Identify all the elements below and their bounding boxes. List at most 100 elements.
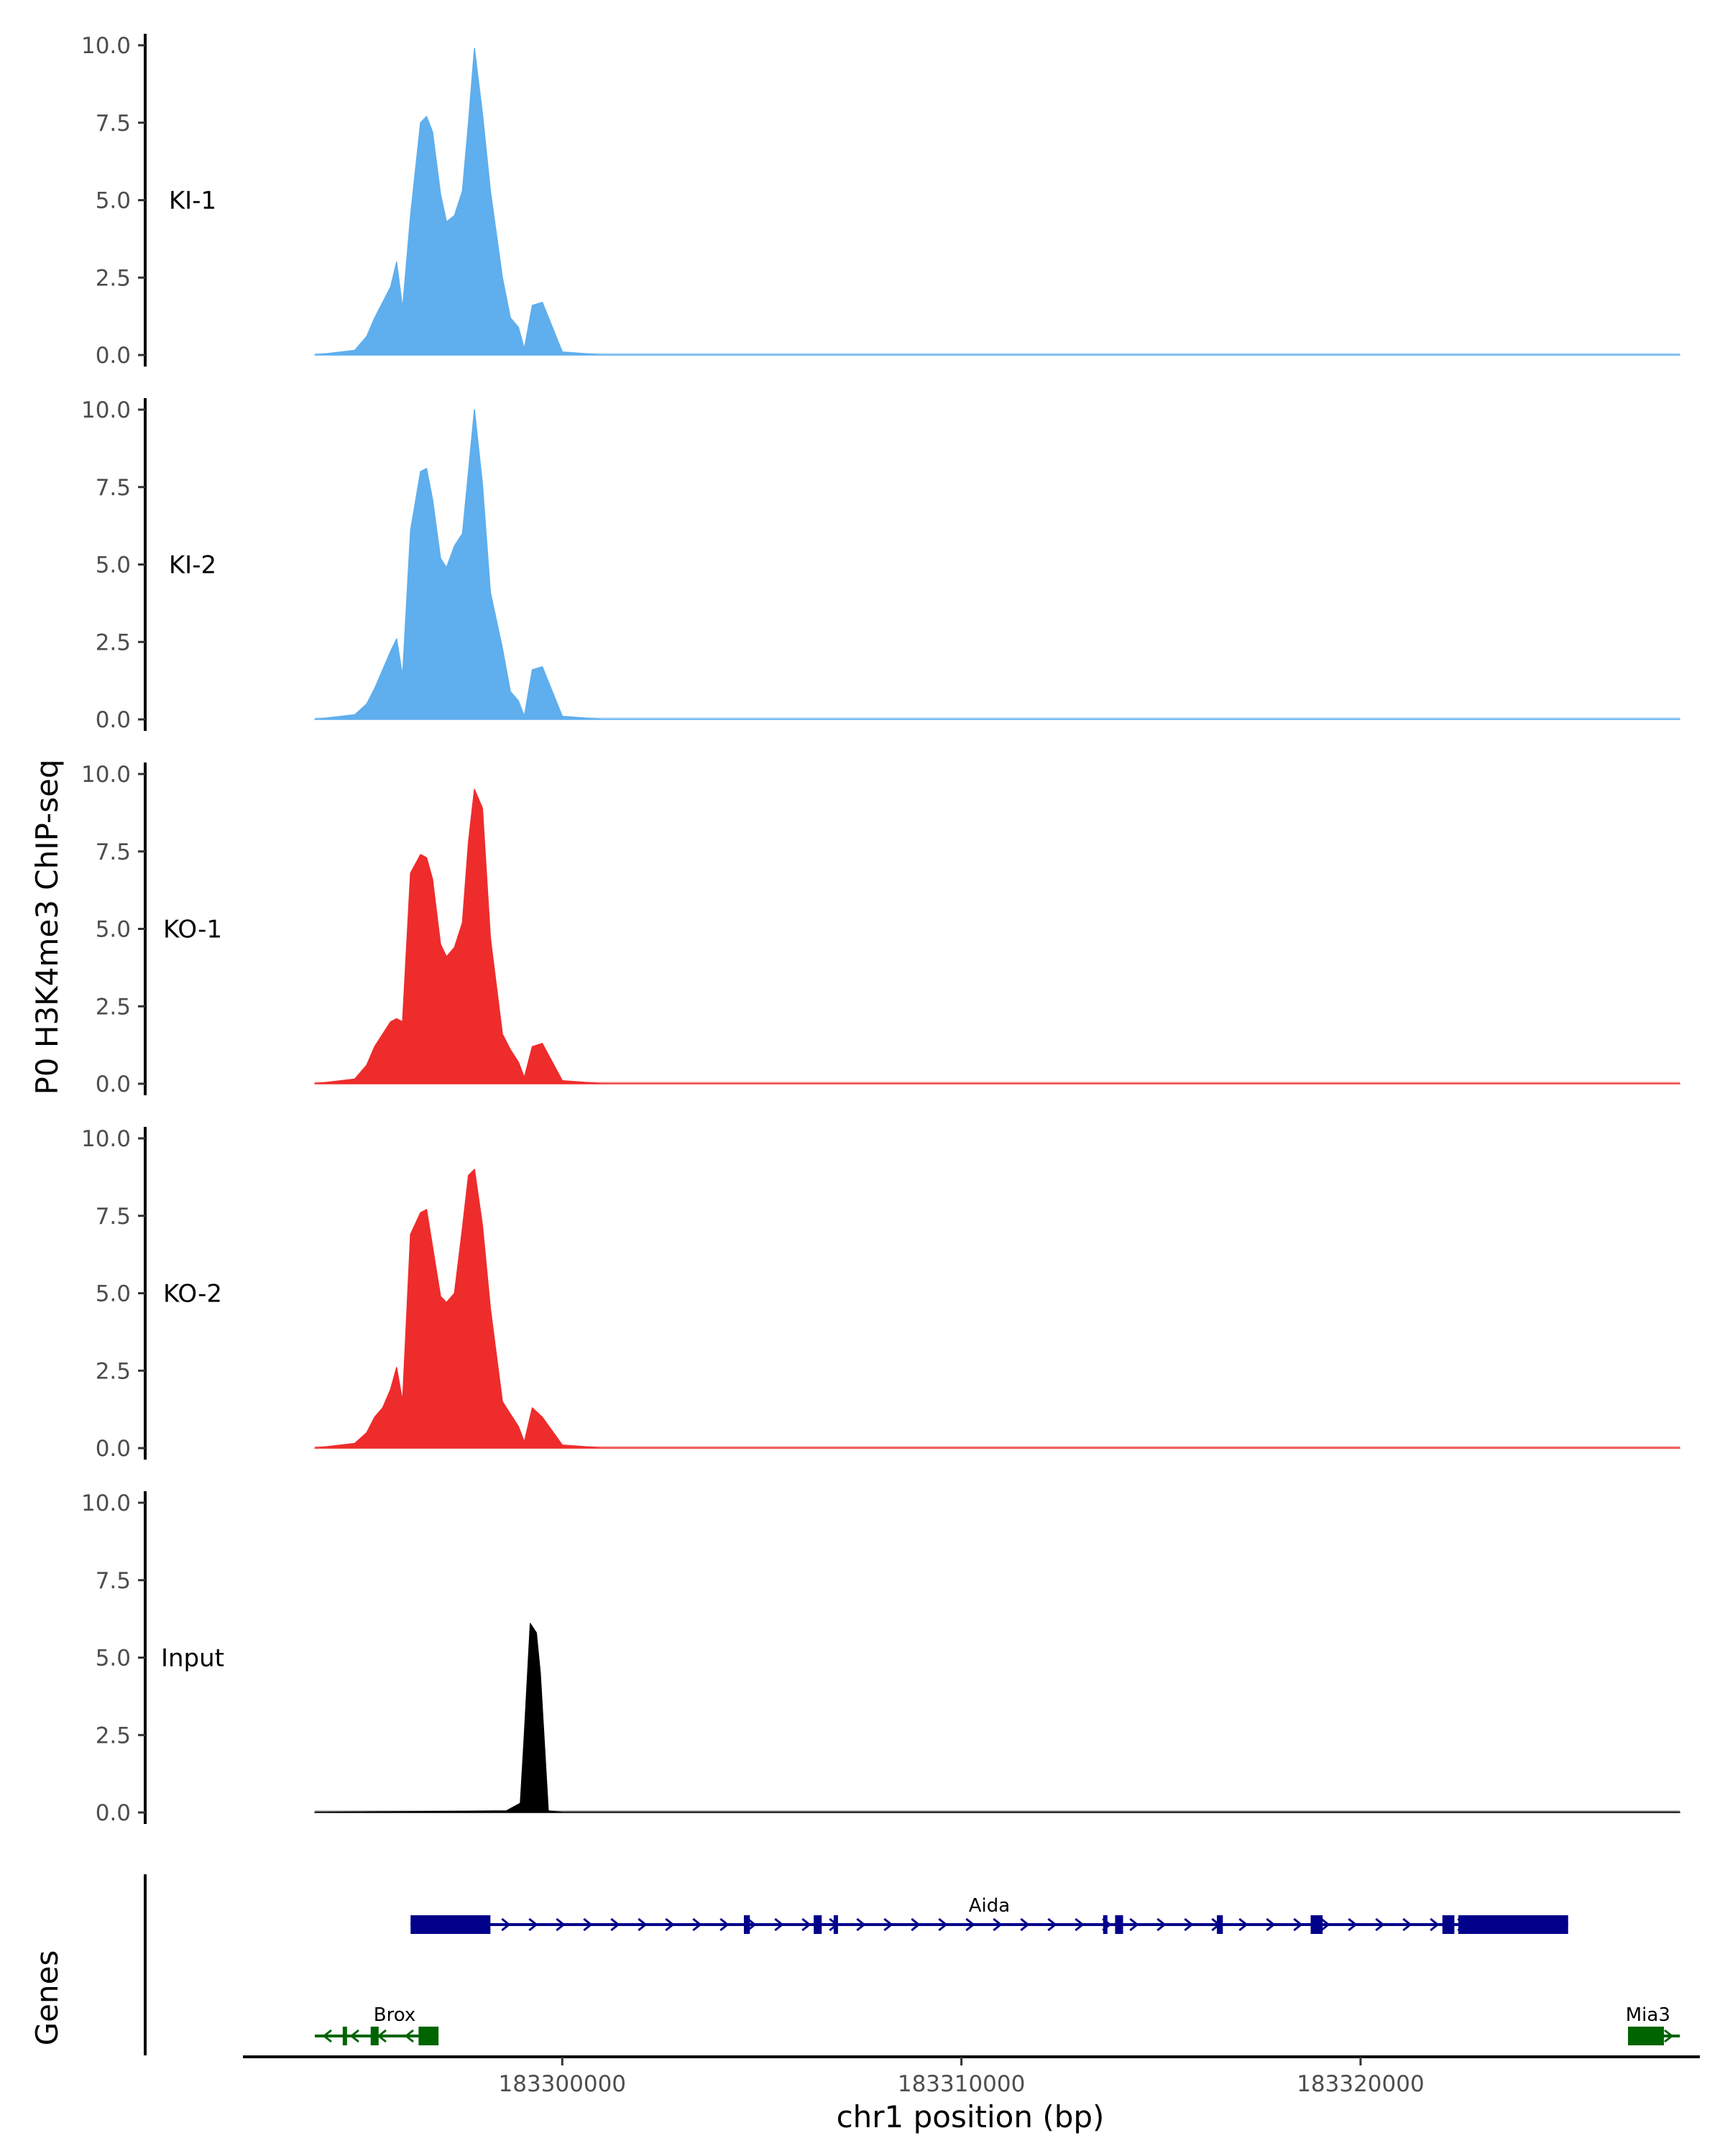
signal-area-ki-2 <box>314 409 1680 720</box>
y-tick-label: 10.0 <box>81 33 131 59</box>
y-tick-label: 5.0 <box>96 553 131 579</box>
gene-aida: Aida <box>410 1895 1568 1934</box>
strand-chevron <box>801 1917 811 1932</box>
genes-axis-title: Genes <box>29 1950 65 2046</box>
strand-chevron <box>692 1917 702 1932</box>
y-tick-label: 7.5 <box>96 111 131 137</box>
strand-chevron <box>322 2029 332 2043</box>
y-tick-label: 5.0 <box>96 1281 131 1307</box>
y-tick-label: 5.0 <box>96 917 131 943</box>
strand-chevron <box>1375 1917 1385 1932</box>
strand-chevron <box>1156 1917 1167 1932</box>
y-tick-label: 7.5 <box>96 1568 131 1594</box>
track-input: 0.0 2.5 5.0 7.5 10.0 Input <box>81 1491 1680 1826</box>
track-ki-1: 0.0 2.5 5.0 7.5 10.0 KI-1 <box>81 33 1680 369</box>
strand-chevron <box>1129 1917 1139 1932</box>
y-tick-label: 2.5 <box>96 994 131 1020</box>
y-tick-label: 7.5 <box>96 839 131 865</box>
strand-chevron <box>747 1917 757 1932</box>
exon <box>418 2027 439 2045</box>
y-tick-label: 10.0 <box>81 1491 131 1516</box>
strand-chevron <box>1293 1917 1303 1932</box>
strand-chevron <box>528 1917 538 1932</box>
exon <box>370 2027 379 2045</box>
strand-chevron <box>583 1917 593 1932</box>
strand-chevron <box>856 1917 866 1932</box>
gene-label: Brox <box>374 2004 415 2026</box>
y-tick-label: 0.0 <box>96 343 131 369</box>
x-tick-label: 183300000 <box>499 2071 627 2097</box>
gene-panel: Aida Brox Mia3 <box>144 1874 1680 2055</box>
strand-chevron <box>1047 1917 1057 1932</box>
exon <box>1310 1915 1323 1934</box>
exon <box>342 2027 347 2045</box>
strand-chevron <box>1238 1917 1248 1932</box>
track-ko-2: 0.0 2.5 5.0 7.5 10.0 KO-2 <box>81 1126 1680 1462</box>
signal-area-input <box>314 1623 1680 1813</box>
exon <box>743 1915 750 1934</box>
y-tick-label: 0.0 <box>96 1072 131 1097</box>
signal-area-ko-2 <box>314 1169 1680 1449</box>
y-tick-label: 2.5 <box>96 1358 131 1384</box>
strand-chevron <box>883 1917 893 1932</box>
exon <box>1458 1915 1568 1934</box>
signal-tracks: 0.0 2.5 5.0 7.5 10.0 KI-1 0.0 2.5 5.0 7.5 10.0 KI-2… <box>81 33 1680 1826</box>
exon <box>410 1915 491 1934</box>
y-tick-label: 2.5 <box>96 265 131 291</box>
strand-chevron <box>938 1917 948 1932</box>
gene-brox: Brox <box>314 2004 439 2045</box>
strand-chevron <box>965 1917 975 1932</box>
y-tick-label: 0.0 <box>96 1800 131 1826</box>
strand-chevron <box>1664 2029 1674 2043</box>
strand-chevron <box>719 1917 730 1932</box>
track-label: KI-1 <box>169 187 216 216</box>
y-tick-label: 7.5 <box>96 1204 131 1230</box>
exon <box>814 1915 822 1934</box>
gene-label: Mia3 <box>1626 2004 1670 2026</box>
strand-chevron <box>1320 1917 1330 1932</box>
y-tick-label: 2.5 <box>96 630 131 655</box>
strand-chevron <box>774 1917 784 1932</box>
x-axis-title: chr1 position (bp) <box>837 2099 1105 2134</box>
y-tick-label: 5.0 <box>96 188 131 214</box>
signal-area-ko-1 <box>314 788 1680 1084</box>
strand-chevron <box>556 1917 566 1932</box>
exon <box>1115 1915 1123 1934</box>
strand-chevron <box>1020 1917 1030 1932</box>
track-ki-2: 0.0 2.5 5.0 7.5 10.0 KI-2 <box>81 397 1680 733</box>
track-label: KO-2 <box>163 1280 222 1309</box>
gene-label: Aida <box>969 1895 1010 1917</box>
y-tick-label: 7.5 <box>96 475 131 501</box>
strand-chevron <box>1430 1917 1440 1932</box>
strand-chevron <box>1402 1917 1412 1932</box>
y-tick-label: 10.0 <box>81 762 131 788</box>
signal-area-ki-1 <box>314 47 1680 356</box>
exon <box>1628 2027 1665 2045</box>
y-tick-label: 0.0 <box>96 707 131 733</box>
x-tick-label: 183310000 <box>898 2071 1026 2097</box>
exon <box>833 1915 838 1934</box>
strand-chevron <box>1184 1917 1194 1932</box>
strand-chevron <box>1348 1917 1358 1932</box>
exon <box>1442 1915 1455 1934</box>
y-tick-label: 5.0 <box>96 1646 131 1672</box>
x-axis: 183300000 183310000 183320000 <box>243 2055 1700 2097</box>
strand-chevron <box>501 1917 511 1932</box>
exon <box>1217 1915 1223 1934</box>
exon <box>1103 1915 1108 1934</box>
strand-chevron <box>993 1917 1003 1932</box>
strand-chevron <box>1266 1917 1276 1932</box>
x-tick-label: 183320000 <box>1297 2071 1425 2097</box>
y-axis-title: P0 H3K4me3 ChIP-seq <box>29 759 65 1095</box>
strand-chevron <box>638 1917 648 1932</box>
strand-chevron <box>911 1917 921 1932</box>
y-tick-label: 10.0 <box>81 397 131 423</box>
strand-chevron <box>610 1917 620 1932</box>
y-tick-label: 10.0 <box>81 1126 131 1152</box>
track-ko-1: 0.0 2.5 5.0 7.5 10.0 KO-1 <box>81 762 1680 1097</box>
y-tick-label: 0.0 <box>96 1436 131 1462</box>
strand-chevron <box>665 1917 675 1932</box>
track-label: KI-2 <box>169 551 216 580</box>
strand-chevron <box>349 2029 359 2043</box>
